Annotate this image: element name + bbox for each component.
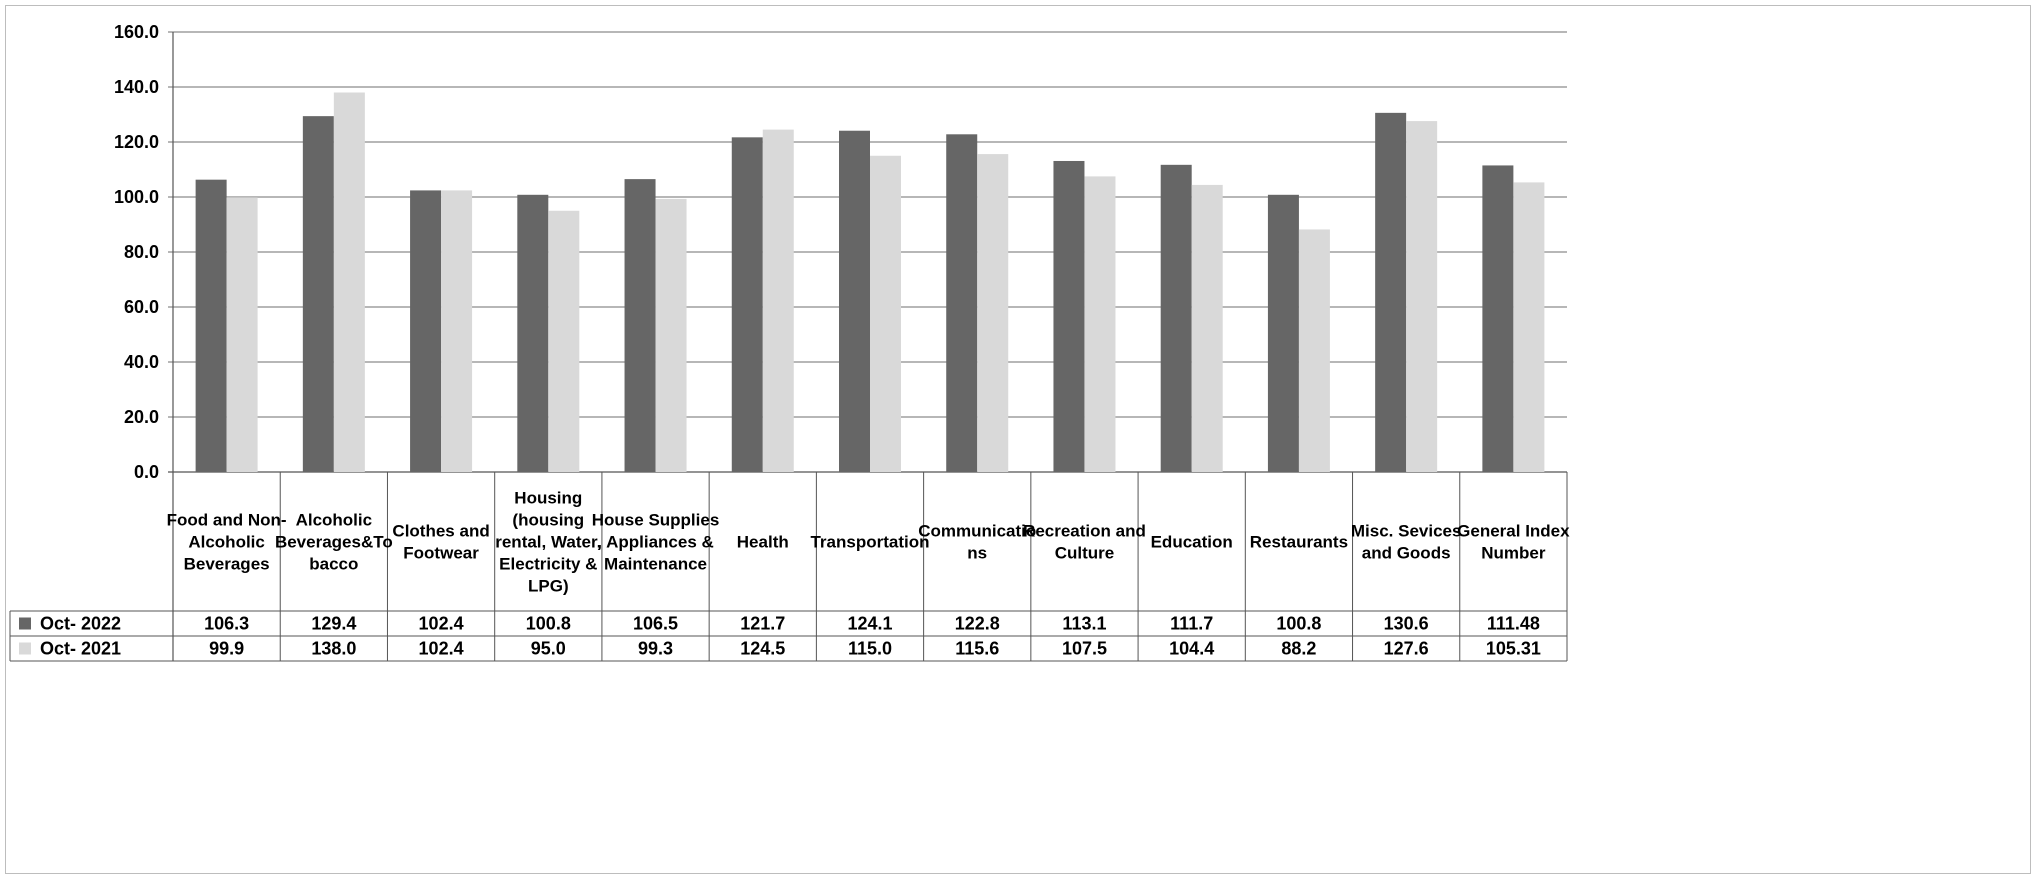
category-label: Transportation xyxy=(810,533,929,552)
data-table-value: 99.3 xyxy=(638,639,673,659)
data-table-value: 95.0 xyxy=(531,639,566,659)
bar xyxy=(1084,176,1116,472)
data-table-value: 100.8 xyxy=(1276,614,1321,634)
y-tick-label: 80.0 xyxy=(124,242,159,262)
data-table-value: 105.31 xyxy=(1486,639,1541,659)
data-table-value: 122.8 xyxy=(955,614,1000,634)
data-table-value: 106.5 xyxy=(633,614,678,634)
data-table-value: 115.6 xyxy=(955,639,999,659)
category-label: Alcoholic Beverages&To bacco xyxy=(275,511,393,574)
y-tick-label: 140.0 xyxy=(114,77,159,97)
bar xyxy=(302,116,334,473)
data-table-value: 99.9 xyxy=(209,639,244,659)
y-tick-label: 0.0 xyxy=(134,462,159,482)
category-label: House Supplies, Appliances & Maintenance xyxy=(592,511,720,574)
bar xyxy=(333,92,365,472)
data-table-value: 124.1 xyxy=(847,614,892,634)
category-label: Health xyxy=(737,533,789,552)
y-tick-label: 60.0 xyxy=(124,297,159,317)
y-tick-label: 20.0 xyxy=(124,407,159,427)
chart-frame xyxy=(5,5,2031,874)
y-tick-label: 100.0 xyxy=(114,187,159,207)
data-table-value: 121.7 xyxy=(740,614,785,634)
legend-label: Oct- 2022 xyxy=(40,614,121,634)
bar xyxy=(517,194,549,473)
data-table-value: 107.5 xyxy=(1062,639,1107,659)
bar xyxy=(1267,194,1299,473)
bar xyxy=(655,198,687,473)
y-tick-label: 40.0 xyxy=(124,352,159,372)
bar xyxy=(226,197,258,472)
bar xyxy=(1053,160,1085,472)
bar xyxy=(731,137,763,472)
bar xyxy=(1406,121,1438,472)
category-label: Housing (housing rental, Water, Electricity… xyxy=(495,489,601,596)
category-label: Clothes and Footwear xyxy=(392,522,489,563)
data-table-value: 113.1 xyxy=(1062,614,1106,634)
category-label: Restaurants xyxy=(1250,533,1348,552)
y-tick-label: 120.0 xyxy=(114,132,159,152)
bar xyxy=(1375,112,1407,472)
category-label: Food and Non-Alcoholic Beverages xyxy=(167,511,287,574)
category-label: Communicatio ns xyxy=(918,522,1036,563)
category-label: Misc. Sevices and Goods xyxy=(1351,522,1462,563)
y-tick-label: 160.0 xyxy=(114,22,159,42)
data-table-value: 102.4 xyxy=(419,639,464,659)
data-table-value: 124.5 xyxy=(740,639,785,659)
data-table-value: 111.7 xyxy=(1170,614,1213,634)
data-table-value: 115.0 xyxy=(848,639,892,659)
bar xyxy=(946,134,978,473)
bar xyxy=(1160,164,1192,472)
data-table-value: 127.6 xyxy=(1384,639,1429,659)
data-table-value: 106.3 xyxy=(204,614,249,634)
bar xyxy=(548,210,580,472)
category-label: General Index Number xyxy=(1457,522,1570,563)
data-table-value: 102.4 xyxy=(419,614,464,634)
category-label: Education xyxy=(1151,533,1233,552)
data-table-value: 129.4 xyxy=(311,614,356,634)
data-table-value: 130.6 xyxy=(1384,614,1429,634)
bar xyxy=(195,179,227,473)
bar xyxy=(870,155,901,472)
legend-swatch xyxy=(19,617,31,630)
data-table-value: 88.2 xyxy=(1281,639,1316,659)
data-table-value: 104.4 xyxy=(1169,639,1214,659)
bar xyxy=(441,190,473,472)
data-table-value: 100.8 xyxy=(526,614,571,634)
legend-swatch xyxy=(19,642,31,655)
bar xyxy=(762,129,794,472)
bar xyxy=(1482,165,1514,472)
bar xyxy=(1513,182,1545,472)
category-label: Recreation and Culture xyxy=(1023,522,1146,563)
bar xyxy=(410,190,442,472)
bar xyxy=(839,130,870,472)
bar xyxy=(624,179,656,472)
data-table-value: 138.0 xyxy=(311,639,356,659)
bar xyxy=(1298,229,1330,472)
bar xyxy=(977,154,1009,472)
legend-label: Oct- 2021 xyxy=(40,639,121,659)
bar xyxy=(1191,184,1223,472)
data-table-value: 111.48 xyxy=(1487,614,1540,634)
